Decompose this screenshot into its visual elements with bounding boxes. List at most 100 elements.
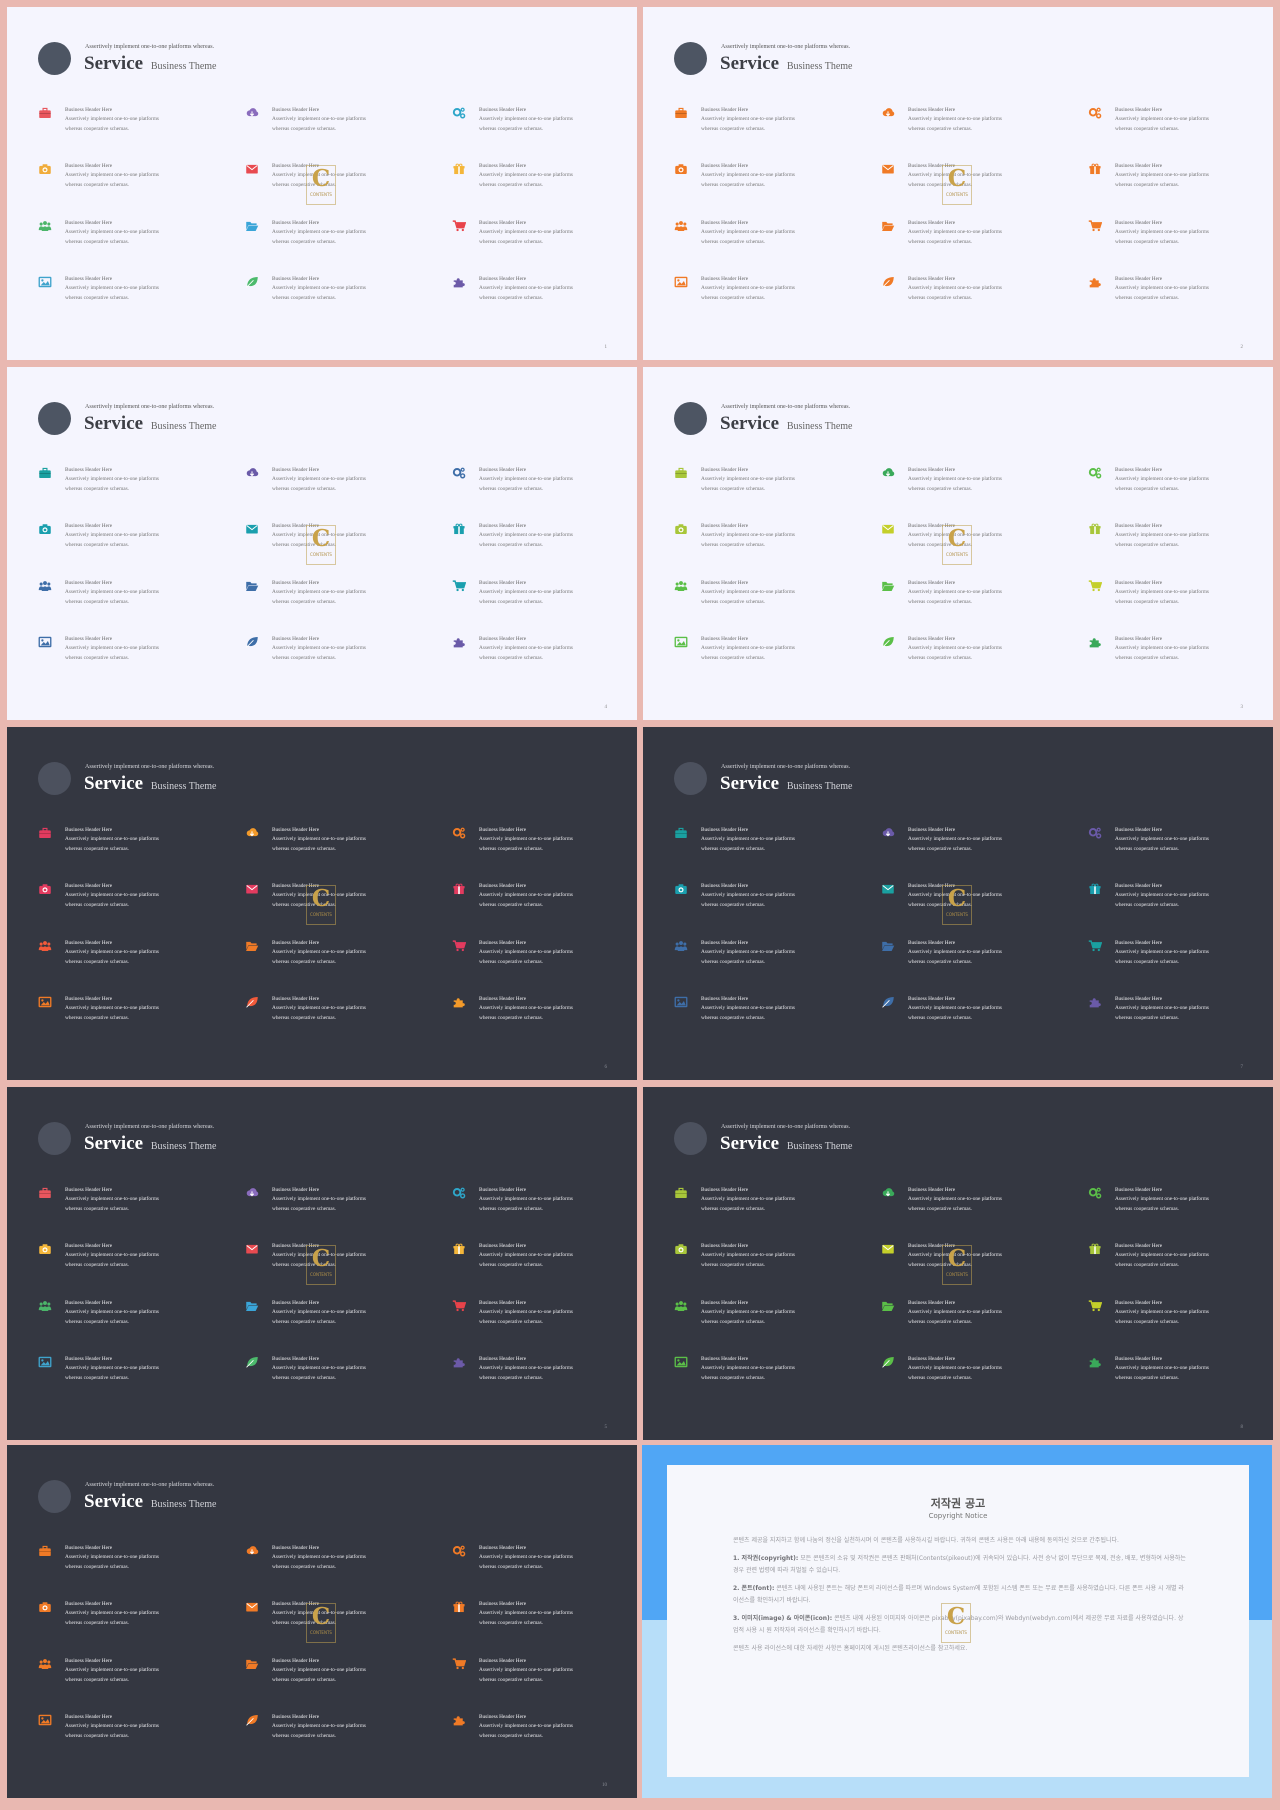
- service-item: Business Header Here Assertively implemen…: [674, 826, 844, 862]
- service-item-text: Business Header Here Assertively implemen…: [272, 635, 366, 663]
- service-item-body-line1: Assertively implement one-to-one platfor…: [479, 949, 573, 956]
- service-item-body-line2: whereas cooperative schemas.: [272, 541, 336, 548]
- service-item: Business Header Here Assertively implemen…: [674, 939, 844, 975]
- service-item-body-line2: whereas cooperative schemas.: [272, 654, 336, 661]
- service-item-header: Business Header Here: [908, 1243, 956, 1249]
- service-item-body-line1: Assertively implement one-to-one platfor…: [272, 892, 366, 899]
- service-item-body-line2: whereas cooperative schemas.: [908, 1205, 972, 1212]
- service-item-text: Business Header Here Assertively implemen…: [908, 939, 1002, 967]
- puzzle-icon: [452, 636, 466, 648]
- service-item-body-line2: whereas cooperative schemas.: [65, 1732, 129, 1739]
- slide-title-text: Service: [720, 773, 780, 794]
- shopping-cart-icon: [452, 1300, 466, 1312]
- service-item-header: Business Header Here: [1115, 1243, 1163, 1249]
- service-item-text: Business Header Here Assertively implemen…: [1115, 219, 1209, 247]
- service-item-header: Business Header Here: [701, 940, 749, 946]
- slide-title: Service Business Theme: [84, 413, 216, 435]
- camera-icon: [38, 883, 52, 895]
- service-item-text: Business Header Here Assertively implemen…: [701, 106, 795, 134]
- copyright-p3-label: 3. 이미지(image) & 아이콘(icon):: [733, 1615, 833, 1622]
- service-item-header: Business Header Here: [479, 1545, 527, 1551]
- service-item-body-line1: Assertively implement one-to-one platfor…: [479, 1554, 573, 1561]
- slide-subtitle: Assertively implement one-to-one platfor…: [721, 404, 851, 410]
- service-item-body-line1: Assertively implement one-to-one platfor…: [65, 1667, 159, 1674]
- service-item: Business Header Here Assertively implemen…: [245, 635, 415, 671]
- header-circle: [38, 402, 71, 435]
- service-item-body-line2: whereas cooperative schemas.: [1115, 1261, 1179, 1268]
- watermark-letter: C: [311, 525, 331, 552]
- service-item-body-line2: whereas cooperative schemas.: [1115, 238, 1179, 245]
- service-item: Business Header Here Assertively implemen…: [38, 106, 208, 142]
- service-item: Business Header Here Assertively implemen…: [881, 1186, 1051, 1222]
- service-item-header: Business Header Here: [701, 276, 749, 282]
- service-item-body-line2: whereas cooperative schemas.: [1115, 958, 1179, 965]
- service-item-body-line2: whereas cooperative schemas.: [1115, 845, 1179, 852]
- service-item-body-line1: Assertively implement one-to-one platfor…: [65, 476, 159, 483]
- slide-subtitle: Assertively implement one-to-one platfor…: [721, 1124, 851, 1130]
- service-item-text: Business Header Here Assertively implemen…: [272, 826, 366, 854]
- service-item-body-line2: whereas cooperative schemas.: [1115, 1318, 1179, 1325]
- service-item-body-line1: Assertively implement one-to-one platfor…: [1115, 836, 1209, 843]
- page-number: 7: [1240, 1065, 1244, 1070]
- copyright-paragraph-2: 2. 폰트(font): 콘텐츠 내에 사용된 폰트는 해당 폰트의 라이선스를…: [733, 1583, 1188, 1607]
- service-item-text: Business Header Here Assertively implemen…: [479, 106, 573, 134]
- gift-icon: [452, 1243, 466, 1255]
- service-item: Business Header Here Assertively implemen…: [1088, 1299, 1258, 1335]
- service-item-body-line1: Assertively implement one-to-one platfor…: [908, 229, 1002, 236]
- briefcase-icon: [674, 107, 688, 119]
- service-slide: Assertively implement one-to-one platfor…: [7, 1087, 637, 1440]
- service-item-header: Business Header Here: [908, 580, 956, 586]
- service-item-body-line1: Assertively implement one-to-one platfor…: [908, 589, 1002, 596]
- service-item: Business Header Here Assertively implemen…: [245, 162, 415, 198]
- service-item-body-line1: Assertively implement one-to-one platfor…: [479, 285, 573, 292]
- camera-icon: [38, 163, 52, 175]
- service-item-body-line1: Assertively implement one-to-one platfor…: [272, 172, 366, 179]
- service-slide: Assertively implement one-to-one platfor…: [7, 7, 637, 360]
- service-slide: Assertively implement one-to-one platfor…: [7, 727, 637, 1080]
- folder-open-icon: [881, 940, 895, 952]
- service-item-body-line1: Assertively implement one-to-one platfor…: [65, 1309, 159, 1316]
- gift-icon: [1088, 883, 1102, 895]
- service-item-text: Business Header Here Assertively implemen…: [701, 219, 795, 247]
- service-item: Business Header Here Assertively implemen…: [245, 579, 415, 615]
- service-item: Business Header Here Assertively implemen…: [881, 275, 1051, 311]
- service-item: Business Header Here Assertively implemen…: [452, 162, 622, 198]
- service-item-body-line1: Assertively implement one-to-one platfor…: [272, 1610, 366, 1617]
- service-item-header: Business Header Here: [701, 883, 749, 889]
- service-item-text: Business Header Here Assertively implemen…: [272, 1713, 366, 1741]
- service-item-body-line1: Assertively implement one-to-one platfor…: [1115, 1365, 1209, 1372]
- cloud-download-icon: [245, 1545, 259, 1557]
- envelope-icon: [881, 163, 895, 175]
- service-item-body-line2: whereas cooperative schemas.: [65, 238, 129, 245]
- service-item-header: Business Header Here: [479, 1658, 527, 1664]
- service-item-body-line1: Assertively implement one-to-one platfor…: [479, 1309, 573, 1316]
- service-item-text: Business Header Here Assertively implemen…: [272, 106, 366, 134]
- service-item-text: Business Header Here Assertively implemen…: [1115, 939, 1209, 967]
- service-item-body-line1: Assertively implement one-to-one platfor…: [479, 1252, 573, 1259]
- service-item-text: Business Header Here Assertively implemen…: [908, 162, 1002, 190]
- service-item-header: Business Header Here: [701, 1187, 749, 1193]
- service-item-header: Business Header Here: [479, 1601, 527, 1607]
- service-item-text: Business Header Here Assertively implemen…: [1115, 466, 1209, 494]
- watermark-letter: C: [311, 885, 331, 912]
- service-item-body-line1: Assertively implement one-to-one platfor…: [908, 1365, 1002, 1372]
- service-item-text: Business Header Here Assertively implemen…: [1115, 1299, 1209, 1327]
- service-item: Business Header Here Assertively implemen…: [674, 522, 844, 558]
- service-item-body-line1: Assertively implement one-to-one platfor…: [908, 1309, 1002, 1316]
- gift-icon: [452, 883, 466, 895]
- service-item-header: Business Header Here: [479, 523, 527, 529]
- service-item-body-line2: whereas cooperative schemas.: [1115, 654, 1179, 661]
- service-item-header: Business Header Here: [272, 220, 320, 226]
- service-item: Business Header Here Assertively implemen…: [881, 106, 1051, 142]
- watermark-text: CONTENTS: [946, 552, 968, 557]
- watermark-text: CONTENTS: [310, 1272, 332, 1277]
- service-item-body-line2: whereas cooperative schemas.: [1115, 181, 1179, 188]
- service-item-body-line1: Assertively implement one-to-one platfor…: [701, 949, 795, 956]
- service-item: Business Header Here Assertively implemen…: [452, 635, 622, 671]
- watermark-letter: C: [311, 1245, 331, 1272]
- service-item-body-line1: Assertively implement one-to-one platfor…: [479, 836, 573, 843]
- service-item: Business Header Here Assertively implemen…: [1088, 635, 1258, 671]
- service-item-text: Business Header Here Assertively implemen…: [479, 522, 573, 550]
- service-item: Business Header Here Assertively implemen…: [1088, 162, 1258, 198]
- service-item-header: Business Header Here: [701, 580, 749, 586]
